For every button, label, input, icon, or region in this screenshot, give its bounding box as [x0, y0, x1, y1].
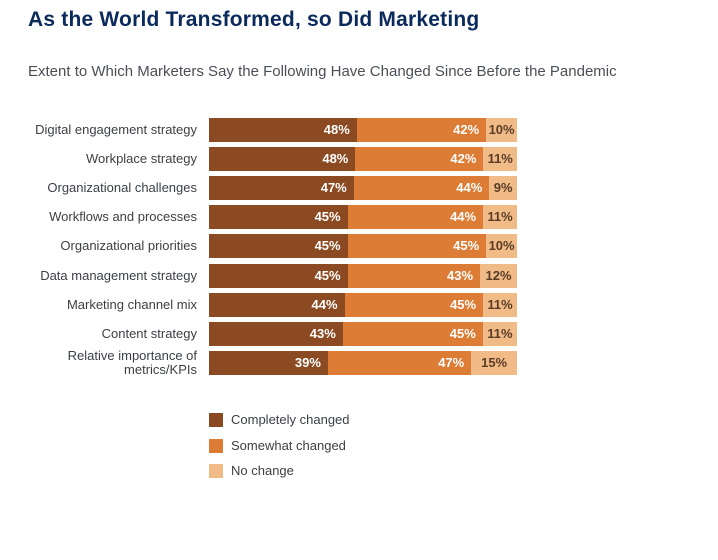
data-label: 44% — [450, 209, 477, 225]
bar-row: Digital engagement strategy 48% 42% 10% — [0, 118, 718, 142]
data-label: 10% — [488, 238, 515, 254]
category-label: Organizational priorities — [60, 238, 197, 254]
legend-item: Somewhat changed — [209, 438, 469, 454]
data-label: 39% — [294, 354, 321, 370]
bar-segment — [353, 176, 490, 201]
legend-label: No change — [231, 463, 294, 478]
bar-row: Relative importance of metrics/KPIs 39% 47… — [0, 347, 718, 377]
bar-segment — [209, 321, 343, 346]
data-label: 44% — [311, 296, 338, 312]
bar-segment — [347, 234, 487, 259]
stacked-bar-chart: Digital engagement strategy 48% 42% 10% Work… — [0, 118, 718, 377]
category-label: Workflows and processes — [49, 209, 197, 225]
data-label: 43% — [447, 267, 474, 283]
data-label: 47% — [320, 180, 347, 196]
category-label: Content strategy — [101, 325, 197, 341]
data-label: 10% — [488, 122, 515, 137]
bar-row: Content strategy 43% 45% 11% — [0, 321, 718, 346]
category-label: Workplace strategy — [85, 151, 197, 167]
bar-segment — [480, 263, 517, 288]
bar-row: Workflows and processes 45% 44% 11% — [0, 205, 718, 230]
bar-row: Data management strategy 45% 43% 12% — [0, 263, 718, 288]
bar-segment — [209, 176, 354, 201]
bar-segment — [483, 147, 517, 172]
bar-segment — [342, 321, 483, 346]
bar-segment — [355, 147, 484, 172]
legend-swatch — [209, 438, 223, 453]
bar-segment — [209, 263, 348, 288]
bar-segment — [489, 176, 517, 201]
bar-segment — [209, 118, 357, 142]
bar-row: Organizational challenges 47% 44% 9% — [0, 176, 718, 201]
bar-segment — [482, 321, 517, 346]
category-label: Data management strategy — [40, 267, 197, 283]
bar-segment — [483, 292, 517, 317]
bar-segment — [486, 118, 517, 142]
bar-segment — [356, 118, 487, 142]
data-label: 45% — [450, 296, 477, 312]
data-label: 48% — [323, 122, 350, 137]
bar-segment — [471, 350, 517, 375]
bar-row: Marketing channel mix 44% 45% 11% — [0, 292, 718, 317]
bar-segment — [209, 292, 345, 317]
data-label: 11% — [487, 209, 513, 225]
bar-row: Workplace strategy 48% 42% 11% — [0, 147, 718, 172]
bar-segment — [209, 205, 348, 230]
legend-swatch — [209, 464, 223, 478]
bar-segment — [327, 350, 472, 375]
data-label: 15% — [481, 354, 508, 370]
legend-label: Completely changed — [231, 412, 350, 427]
data-label: 45% — [314, 238, 341, 254]
legend-item: No change — [209, 463, 469, 479]
bar-segment — [486, 234, 517, 259]
data-label: 42% — [453, 122, 480, 137]
category-label: Relative importance of metrics/KPIs — [67, 347, 197, 377]
bar-segment — [344, 292, 484, 317]
data-label: 11% — [487, 325, 513, 341]
category-label: Marketing channel mix — [66, 296, 197, 312]
bar-segment — [209, 147, 356, 172]
category-label: Organizational challenges — [47, 180, 197, 196]
category-label: Digital engagement strategy — [35, 122, 197, 137]
data-label: 45% — [453, 238, 480, 254]
chart-subtitle: Extent to Which Marketers Say the Follow… — [28, 63, 617, 80]
chart-title: As the World Transformed, so Did Marketi… — [28, 8, 480, 31]
data-label: 11% — [487, 151, 513, 167]
data-label: 45% — [314, 209, 341, 225]
data-label: 44% — [456, 180, 483, 196]
data-label: 48% — [322, 151, 349, 167]
legend-item: Completely changed — [209, 412, 469, 428]
data-label: 47% — [438, 354, 465, 370]
data-label: 45% — [449, 325, 476, 341]
legend-label: Somewhat changed — [231, 437, 346, 453]
data-label: 42% — [450, 151, 477, 167]
data-label: 12% — [485, 267, 512, 283]
bar-segment — [209, 234, 348, 259]
data-label: 11% — [487, 296, 513, 312]
data-label: 9% — [493, 180, 513, 196]
bar-segment — [347, 263, 481, 288]
data-label: 43% — [309, 325, 336, 341]
bar-segment — [347, 205, 484, 230]
bar-row: Organizational priorities 45% 45% 10% — [0, 234, 718, 259]
bar-segment — [209, 350, 328, 375]
data-label: 45% — [314, 267, 341, 283]
legend-swatch — [209, 413, 223, 427]
bar-segment — [483, 205, 517, 230]
